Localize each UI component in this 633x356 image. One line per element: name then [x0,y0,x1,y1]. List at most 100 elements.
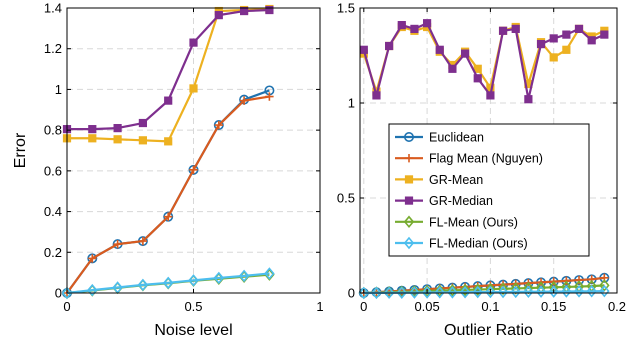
left-ytick-label: 0.6 [44,163,62,178]
left-point-gr-median [240,6,249,16]
left-point-flag-mean-nguyen [164,212,173,221]
left-point-fl-median-ours [213,271,225,285]
left-point-flag-mean-nguyen [88,254,97,263]
legend-box [388,123,590,257]
right-point-fl-median-ours [548,285,559,298]
left-point-fl-median-ours [264,267,275,280]
legend-label-fl-mean-ours: FL-Mean (Ours) [429,215,518,229]
right-point-gr-mean [549,53,558,62]
right-point-gr-median [524,95,533,104]
legend-entry-euclidean: Euclidean [395,131,484,145]
right-point-fl-median-ours [459,285,471,299]
right-series-gr-median [359,19,609,104]
left-point-flag-mean-nguyen [113,239,122,249]
right-point-fl-mean-ours [599,279,610,292]
left-point-fl-median-ours [162,276,174,290]
right-point-gr-median [435,45,444,54]
right-point-gr-median [422,19,432,28]
right-point-gr-median [536,40,546,49]
legend-entry-gr-mean: GR-Mean [395,173,483,187]
left-point-fl-median-ours [87,283,98,297]
right-point-fl-mean-ours [472,283,483,296]
left-xtick-label: 1 [316,299,323,314]
left-point-gr-median [113,124,122,133]
plot-noise-level: 0 0.5 1 0 0.2 0.4 0.6 0.8 1 1.2 1.4 Noise level Erro… [12,1,324,340]
right-point-fl-median-ours [523,285,534,299]
legend-marker-euclidean [403,132,414,143]
right-xtick-label: 0 [360,299,367,314]
left-ylabel: Error [12,132,29,168]
right-xtick-label: 0.1 [481,299,499,314]
right-ytick-label: 1.5 [337,1,355,16]
left-point-flag-mean-nguyen [214,120,223,130]
left-point-flag-mean-nguyen [138,236,148,246]
right-ytick-label: 1 [348,96,355,111]
right-point-fl-median-ours [510,285,521,299]
left-point-gr-median [164,96,173,105]
left-point-gr-mean [138,136,148,145]
right-point-fl-mean-ours [421,284,433,298]
left-point-flag-mean-nguyen [265,92,274,101]
right-point-gr-median [600,30,609,39]
right-point-gr-median [473,74,482,83]
left-ytick-label: 1.2 [44,41,62,56]
left-ytick-label: 0.8 [44,123,62,138]
right-point-fl-mean-ours [434,284,446,297]
right-point-fl-median-ours [472,285,483,299]
legend: Euclidean Flag Mean (Nguyen) GR-Mean GR-Med… [388,123,590,257]
left-point-gr-median [138,118,148,128]
left-xlabel: Noise level [154,322,232,339]
left-point-gr-median [88,125,97,134]
right-point-fl-median-ours [535,285,547,298]
right-point-gr-median [511,24,520,33]
left-point-gr-median [265,5,274,15]
right-point-fl-median-ours [434,286,446,299]
right-ytick-label: 0 [348,286,355,301]
right-point-fl-median-ours [599,284,610,298]
right-point-fl-median-ours [421,286,433,299]
legend-marker-fl-mean-ours [403,215,415,229]
right-point-gr-median [448,64,457,73]
left-point-gr-median [189,38,198,47]
right-point-fl-median-ours [396,286,408,299]
left-point-flag-mean-nguyen [239,96,249,105]
right-ytick-label: 0.5 [337,191,355,206]
right-point-fl-median-ours [447,286,458,299]
legend-label-fl-median-ours: FL-Median (Ours) [429,237,528,251]
right-point-fl-median-ours [573,285,585,298]
right-point-flag-mean-nguyen [574,275,584,285]
right-point-gr-median [372,91,381,100]
left-point-gr-median [214,11,223,20]
right-xtick-label: 0.05 [414,299,439,314]
left-point-gr-mean [88,134,97,143]
right-point-gr-median [498,26,508,35]
right-point-fl-median-ours [409,286,420,299]
legend-marker-flag-mean-nguyen [404,154,414,163]
legend-label-gr-mean: GR-Mean [429,173,483,187]
legend-marker-fl-median-ours [403,236,415,250]
left-point-fl-median-ours [137,278,149,292]
left-ytick-label: 0.4 [44,204,62,219]
right-point-fl-mean-ours [459,283,471,297]
right-xlabel: Outlier Ratio [444,322,533,339]
right-point-fl-median-ours [497,285,509,299]
legend-label-gr-median: GR-Median [429,194,493,208]
left-point-fl-median-ours [61,286,73,300]
legend-marker-gr-mean [404,175,414,184]
right-axes-box [359,7,618,294]
left-xtick-label: 0.5 [184,299,202,314]
right-point-fl-median-ours [371,286,382,300]
left-line-fl-median-ours [66,272,270,295]
left-point-gr-mean [189,84,198,93]
right-point-gr-median [486,91,495,100]
left-series-gr-median [62,5,274,134]
right-point-gr-median [397,21,406,30]
right-point-gr-median [587,36,596,45]
right-point-fl-median-ours [586,285,597,298]
right-point-fl-mean-ours [497,282,509,296]
right-point-gr-median [562,30,571,39]
right-xtick-label: 0.15 [541,299,566,314]
right-point-gr-mean [562,45,571,54]
right-point-fl-median-ours [358,286,370,300]
